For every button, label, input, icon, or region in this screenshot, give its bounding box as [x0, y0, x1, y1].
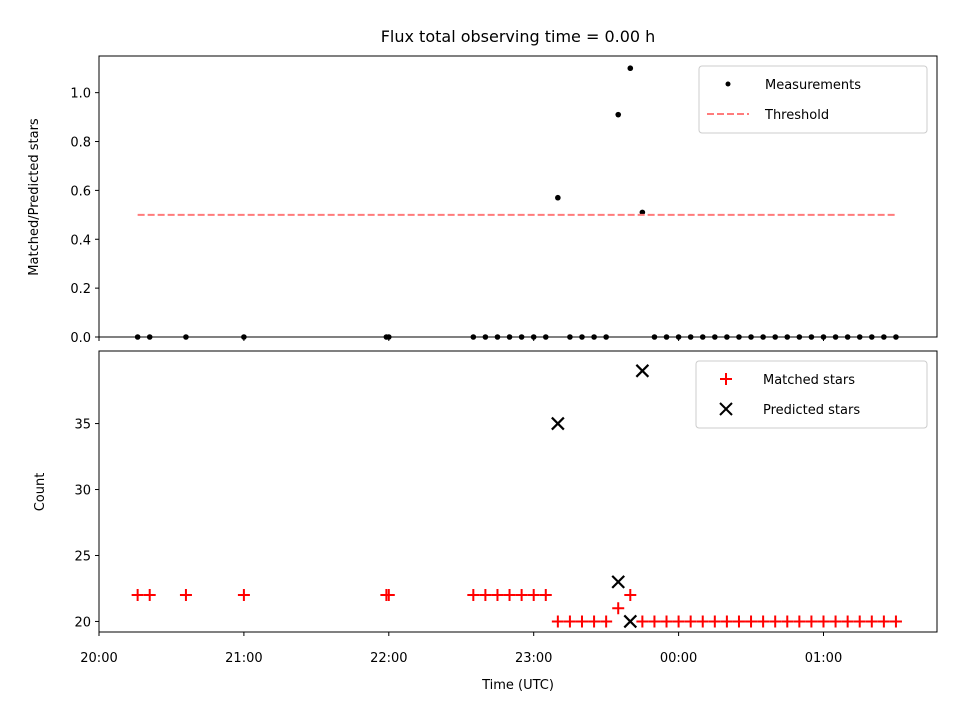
measurements-legend-marker: [725, 81, 731, 87]
top-legend-box: [698, 65, 928, 134]
matched-stars-point: [817, 615, 830, 628]
bottom-legend-box: [695, 360, 928, 429]
y-tick-label: 0.4: [70, 233, 91, 248]
matched-stars-point: [539, 589, 552, 602]
bottom-y-ticks: 20 25 30 35: [74, 418, 99, 630]
y-tick-label: 0.6: [70, 184, 91, 199]
predicted-stars-point: [611, 575, 625, 589]
bottom-legend: Matched stars Predicted stars: [695, 360, 928, 429]
matched-stars-point: [612, 602, 625, 615]
predicted-stars-point: [635, 364, 650, 378]
y-tick-label: 0.2: [70, 282, 91, 297]
measurements-point: [555, 194, 561, 201]
bottom-axes-frame: [98, 350, 938, 633]
matched-stars-point: [648, 615, 661, 628]
matched-stars-point: [237, 589, 250, 602]
top-y-axis-label: Matched/Predicted stars: [27, 118, 42, 276]
bottom-y-axis-label: Count: [33, 473, 48, 512]
matched-stars-point: [491, 589, 504, 602]
matched-stars-point: [672, 615, 685, 628]
x-tick-label: 22:00: [370, 651, 407, 666]
matched-stars-point: [720, 615, 733, 628]
matched-stars-point: [131, 589, 144, 602]
measurements-legend-label: Measurements: [765, 78, 861, 93]
x-tick-label: 00:00: [660, 651, 697, 666]
measurements-point: [627, 65, 634, 72]
predicted-stars-legend-label: Predicted stars: [763, 403, 860, 418]
matched-stars-point: [757, 615, 770, 628]
matched-stars-point: [515, 589, 528, 602]
y-tick-label: 0.0: [70, 331, 91, 346]
matched-stars-point: [793, 615, 806, 628]
y-tick-label: 1.0: [70, 87, 91, 102]
matched-stars-point: [781, 615, 794, 628]
top-axes-frame: [98, 55, 938, 338]
matched-stars-point: [684, 615, 697, 628]
x-axis-label: Time (UTC): [481, 678, 554, 693]
matched-stars-point: [696, 615, 709, 628]
y-tick-label: 0.8: [70, 136, 91, 151]
matched-stars-point: [829, 615, 842, 628]
y-tick-label: 35: [74, 418, 91, 433]
matched-stars-point: [853, 615, 866, 628]
matched-stars-legend-marker: [720, 373, 732, 385]
matched-stars-point: [660, 615, 673, 628]
matched-stars-point: [889, 615, 902, 628]
top-legend: Measurements Threshold: [698, 65, 928, 134]
matched-stars-point: [624, 589, 637, 602]
matched-stars-legend-label: Matched stars: [763, 373, 855, 388]
matched-stars-point: [805, 615, 818, 628]
threshold-legend-label: Threshold: [764, 108, 829, 123]
matched-stars-point: [636, 615, 649, 628]
predicted-stars-point: [551, 416, 565, 431]
x-tick-label: 23:00: [515, 651, 552, 666]
x-tick-label: 01:00: [805, 651, 842, 666]
measurements-point: [639, 209, 646, 216]
y-tick-label: 20: [74, 615, 91, 630]
matched-stars-point: [600, 615, 613, 628]
matched-stars-point: [479, 589, 492, 602]
top-y-ticks: 0.0 0.2 0.4 0.6 0.8 1.0: [70, 87, 99, 346]
top-panel: 0.0 0.2 0.4 0.6 0.8 1.0 Matched/Predicted sta…: [27, 55, 938, 346]
matched-stars-point: [841, 615, 854, 628]
x-tick-label: 21:00: [225, 651, 262, 666]
matched-stars-point: [563, 615, 576, 628]
measurements-point: [615, 111, 622, 118]
matched-stars-point: [877, 615, 890, 628]
predicted-stars-point: [623, 614, 638, 629]
matched-stars-point: [732, 615, 745, 628]
matched-stars-point: [745, 615, 758, 628]
matched-stars-point: [503, 589, 516, 602]
chart-title: Flux total observing time = 0.00 h: [381, 27, 656, 46]
matched-stars-point: [467, 589, 480, 602]
predicted-stars-legend-marker: [719, 402, 733, 416]
matched-stars-point: [527, 589, 540, 602]
matched-stars-point: [769, 615, 782, 628]
top-x-ticks: [98, 337, 824, 341]
matched-stars-point: [588, 615, 601, 628]
x-tick-label: 20:00: [80, 651, 117, 666]
bottom-x-ticks: 20:00 21:00 22:00 23:00 00:00 01:00: [80, 632, 842, 666]
matched-stars-point: [708, 615, 721, 628]
matched-stars-point: [143, 589, 156, 602]
matched-stars-point: [382, 589, 395, 602]
y-tick-label: 30: [74, 484, 91, 499]
matched-stars-point: [179, 589, 192, 602]
matched-stars-point: [575, 615, 588, 628]
matched-stars-point: [865, 615, 878, 628]
matched-stars-point: [551, 615, 564, 628]
y-tick-label: 25: [74, 549, 91, 564]
bottom-plot-marks: [131, 364, 902, 629]
